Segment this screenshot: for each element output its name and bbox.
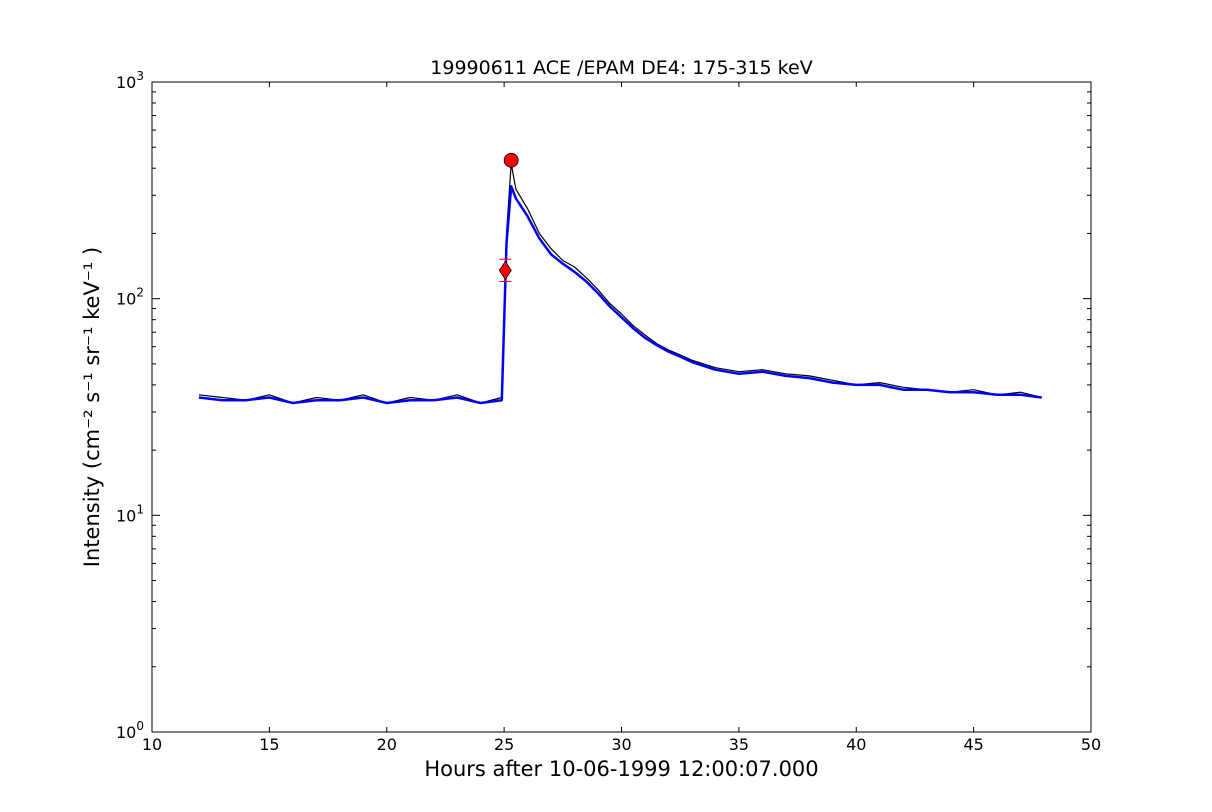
- series-line-smoothed: [198, 185, 1042, 405]
- plot-layer: [198, 152, 1042, 405]
- onset-marker: [498, 260, 512, 281]
- x-tick-label: 10: [142, 735, 162, 754]
- x-tick-label: 40: [846, 735, 866, 754]
- chart-title: 19990611 ACE /EPAM DE4: 175-315 keV: [430, 57, 812, 79]
- x-tick-label: 15: [259, 735, 279, 754]
- x-tick-label: 50: [1081, 735, 1101, 754]
- x-tick-label: 45: [963, 735, 983, 754]
- x-tick-label: 35: [729, 735, 749, 754]
- x-tick-label: 25: [494, 735, 514, 754]
- x-tick-label: 20: [377, 735, 397, 754]
- y-axis-label: Intensity (cm⁻² s⁻¹ sr⁻¹ keV⁻¹ ): [80, 247, 104, 567]
- peak-marker: [503, 152, 519, 168]
- x-tick-label: 30: [611, 735, 631, 754]
- x-axis-label: Hours after 10-06-1999 12:00:07.000: [424, 757, 818, 781]
